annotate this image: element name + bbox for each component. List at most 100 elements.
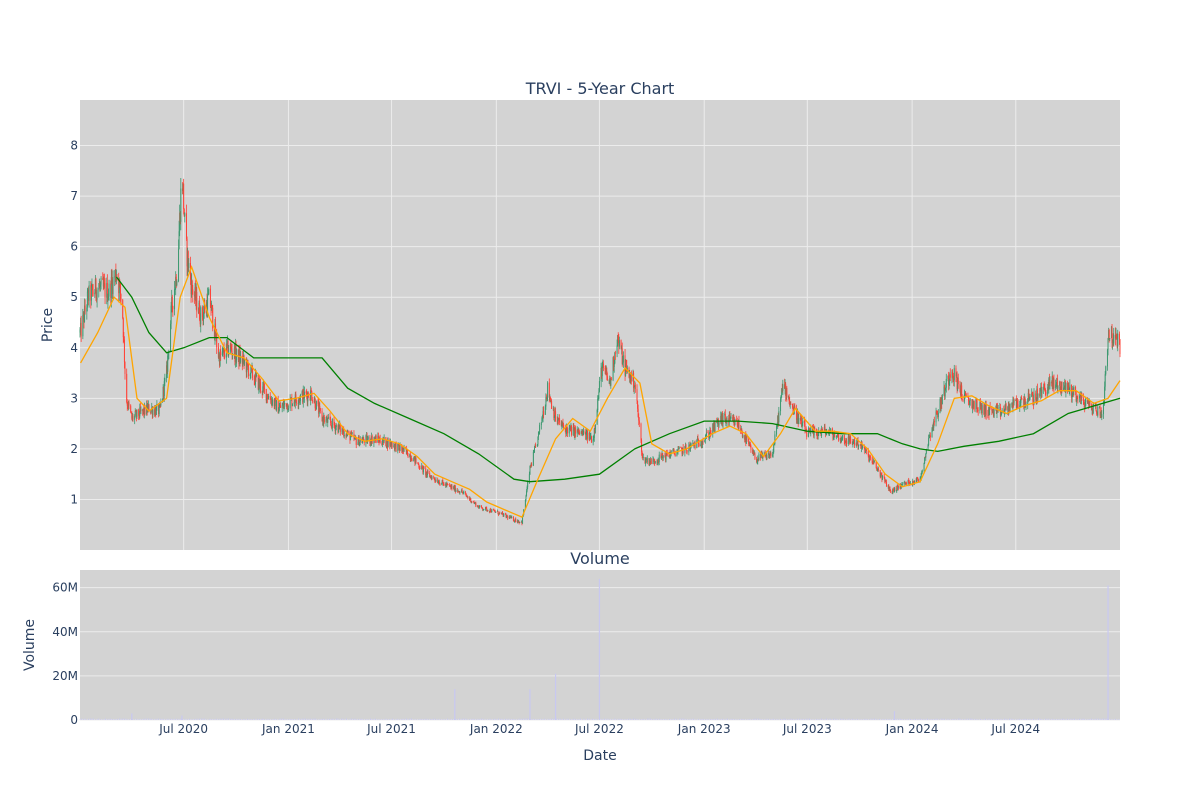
volume-bar — [1077, 718, 1079, 720]
volume-bar — [364, 719, 366, 720]
candle — [656, 459, 658, 466]
candle — [846, 438, 848, 448]
candle — [478, 505, 480, 509]
candle — [817, 431, 819, 440]
volume-bar — [518, 718, 520, 720]
volume-bar — [534, 718, 535, 720]
candle — [594, 424, 596, 434]
candle — [785, 381, 787, 402]
volume-bar — [593, 719, 595, 720]
volume-bar — [525, 718, 527, 720]
volume-bar — [308, 718, 310, 720]
volume-bar — [807, 718, 809, 720]
price-y-tick-label: 5 — [70, 290, 78, 304]
candle — [859, 444, 861, 446]
candle — [744, 433, 746, 443]
volume-bar — [757, 718, 759, 720]
candle — [175, 274, 177, 288]
volume-bar — [428, 719, 429, 720]
candle — [971, 399, 973, 409]
volume-bar — [679, 718, 681, 720]
candle — [686, 449, 688, 454]
volume-bar — [501, 718, 503, 720]
candle — [868, 454, 870, 463]
price-y-tick-label: 3 — [70, 391, 78, 405]
candle — [581, 430, 583, 434]
volume-bar — [576, 719, 578, 720]
candle — [319, 402, 321, 413]
volume-bar — [568, 718, 570, 720]
volume-bar — [957, 718, 959, 720]
candle — [119, 281, 121, 302]
volume-bar — [563, 718, 564, 720]
volume-bar — [839, 718, 841, 720]
volume-bar — [288, 719, 289, 720]
candle — [130, 412, 132, 414]
volume-bar — [781, 719, 783, 720]
volume-bar — [151, 718, 153, 720]
candle — [417, 462, 419, 464]
candle — [106, 277, 108, 305]
candle — [496, 509, 498, 512]
candle — [423, 465, 425, 470]
volume-bar — [498, 718, 500, 720]
candle — [454, 484, 456, 494]
volume-bar — [103, 719, 105, 720]
volume-bar — [489, 718, 491, 720]
volume-bar — [170, 718, 171, 720]
candle — [162, 384, 164, 401]
candle — [664, 454, 666, 463]
candle — [1029, 393, 1031, 401]
candle — [425, 465, 427, 478]
candle — [721, 411, 723, 427]
volume-bar — [486, 719, 488, 720]
candle — [166, 360, 168, 375]
candle — [788, 395, 790, 400]
candle — [164, 373, 166, 387]
candle — [569, 425, 571, 432]
candle — [453, 484, 455, 491]
volume-bar — [1003, 718, 1005, 720]
volume-bar — [633, 718, 635, 720]
candle — [654, 459, 656, 467]
candle — [1095, 402, 1097, 412]
candle — [756, 456, 758, 464]
candle — [323, 414, 325, 424]
candle — [573, 422, 575, 431]
candle — [86, 287, 88, 312]
candle — [445, 482, 447, 488]
candle — [403, 444, 405, 452]
candle — [373, 436, 375, 448]
candle — [897, 485, 899, 491]
candle — [980, 402, 982, 410]
candle — [470, 500, 472, 504]
volume-bar — [334, 719, 335, 720]
candle — [850, 435, 852, 445]
candle — [511, 515, 513, 519]
volume-bar — [600, 718, 602, 720]
candle — [1096, 410, 1098, 416]
volume-bar — [503, 719, 505, 720]
candle — [854, 437, 856, 449]
volume-bar — [393, 719, 395, 720]
candle — [997, 404, 999, 413]
candle — [781, 383, 783, 393]
volume-bar — [629, 718, 631, 720]
candle — [1019, 400, 1021, 412]
volume-bar — [323, 718, 325, 720]
volume-bar — [834, 718, 836, 720]
volume-bar — [768, 718, 769, 720]
candle — [869, 454, 871, 460]
candle — [620, 339, 622, 350]
candle — [325, 416, 327, 427]
volume-bar — [173, 719, 175, 720]
volume-bar — [817, 718, 819, 720]
candle — [636, 384, 638, 404]
candle — [430, 475, 432, 479]
candle — [95, 277, 97, 301]
volume-bar — [530, 719, 532, 720]
candle — [844, 438, 846, 446]
candle — [510, 516, 512, 519]
candle — [267, 394, 269, 400]
candle — [1110, 325, 1112, 339]
